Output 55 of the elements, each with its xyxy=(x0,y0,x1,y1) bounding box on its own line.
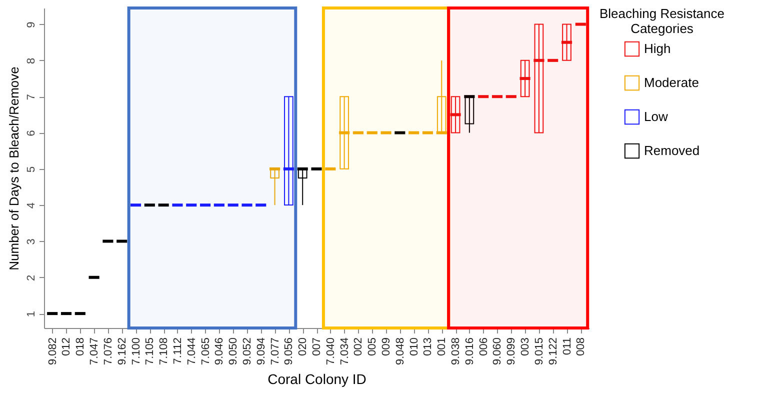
x-tick-label: 7.108 xyxy=(158,338,170,366)
y-tick-label: 9 xyxy=(26,22,38,28)
y-tick-label: 8 xyxy=(26,58,38,64)
y-tick-label: 6 xyxy=(26,130,38,136)
x-tick-label: 7.076 xyxy=(102,338,114,366)
legend-label: High xyxy=(644,41,671,56)
x-tick-label: 7.040 xyxy=(324,338,337,366)
x-tick-label: 011 xyxy=(561,338,574,356)
legend-label: Removed xyxy=(644,143,700,158)
x-tick-label: 9.038 xyxy=(450,338,462,366)
x-tick-label: 7.105 xyxy=(144,338,156,366)
x-tick-label: 002 xyxy=(352,338,365,356)
x-tick-label: 010 xyxy=(408,338,420,356)
x-tick-label: 7.065 xyxy=(200,338,212,366)
x-tick-label: 006 xyxy=(478,338,490,356)
x-tick-label: 013 xyxy=(422,338,434,356)
x-tick-label: 9.122 xyxy=(547,338,560,366)
y-tick-label: 2 xyxy=(26,274,38,281)
x-tick-label: 9.048 xyxy=(394,338,406,366)
x-tick-label: 9.015 xyxy=(533,338,546,366)
y-tick-label: 7 xyxy=(26,94,38,100)
x-tick-label: 9.082 xyxy=(46,338,59,366)
legend-label: Low xyxy=(644,109,668,124)
x-tick-label: 9.162 xyxy=(116,338,128,366)
legend-title: Bleaching Resistance Categories xyxy=(599,6,725,36)
x-tick-label: 007 xyxy=(311,338,323,356)
x-tick-label: 008 xyxy=(575,338,588,356)
x-tick-label: 012 xyxy=(60,338,73,356)
x-tick-label: 9.046 xyxy=(214,338,226,366)
x-tick-label: 005 xyxy=(366,338,379,356)
x-tick-label: 7.077 xyxy=(269,338,282,366)
x-tick-label: 020 xyxy=(297,338,310,356)
x-tick-label: 9.060 xyxy=(492,338,504,366)
x-tick-label: 001 xyxy=(436,338,448,356)
x-tick-label: 7.100 xyxy=(130,338,142,366)
x-tick-label: 018 xyxy=(74,338,87,356)
x-tick-label: 9.050 xyxy=(228,338,240,366)
x-tick-label: 9.094 xyxy=(255,338,268,366)
x-tick-label: 9.016 xyxy=(464,338,476,366)
x-tick-label: 7.044 xyxy=(186,338,198,366)
x-tick-label: 7.047 xyxy=(88,338,101,366)
x-tick-label: 9.056 xyxy=(283,338,296,366)
x-tick-label: 9.099 xyxy=(506,338,518,366)
x-tick-label: 7.034 xyxy=(338,338,351,366)
x-tick-label: 003 xyxy=(520,338,532,356)
x-tick-label: 009 xyxy=(380,338,393,356)
x-tick-label: 9.052 xyxy=(241,338,254,366)
y-tick-label: 4 xyxy=(26,202,38,209)
legend-label: Moderate xyxy=(644,75,699,90)
x-axis-title: Coral Colony ID xyxy=(268,371,366,388)
y-axis-title: Number of Days to Bleach/Remove xyxy=(6,66,22,270)
y-tick-label: 1 xyxy=(26,310,38,318)
y-tick-label: 3 xyxy=(26,238,38,245)
x-tick-label: 7.112 xyxy=(172,338,184,364)
y-tick-label: 5 xyxy=(26,166,38,172)
